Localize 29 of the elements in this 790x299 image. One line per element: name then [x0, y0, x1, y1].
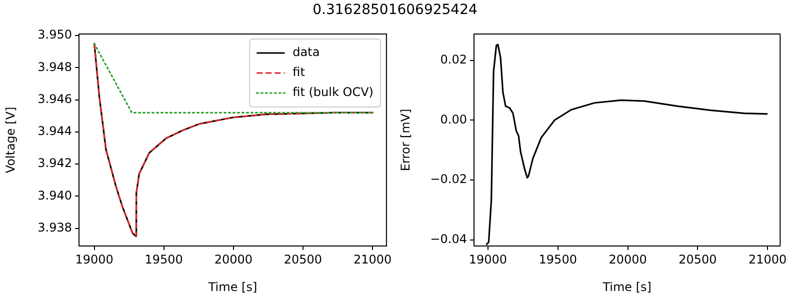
chart-title: 0.31628501606925424	[312, 1, 478, 20]
y-tick-label: 3.950	[38, 28, 72, 42]
x-tick-label: 20000	[608, 252, 647, 266]
y-tick-label: 0.02	[440, 52, 467, 66]
y-tick-label: 3.940	[38, 188, 72, 202]
y-tick-label: 3.938	[38, 220, 72, 234]
legend-label: data	[292, 45, 320, 60]
y-tick-label: 0.00	[440, 112, 467, 126]
x-tick-label: 20500	[678, 252, 717, 266]
x-axis-title: Time [s]	[207, 280, 258, 294]
y-tick-label: 3.942	[38, 156, 72, 170]
y-axis-title: Voltage [V]	[3, 106, 18, 174]
y-tick-label: −0.04	[430, 232, 467, 246]
x-tick-label: 20500	[284, 252, 322, 266]
x-tick-label: 21000	[353, 252, 392, 266]
legend-label: fit (bulk OCV)	[292, 85, 374, 100]
x-tick-label: 19000	[468, 252, 508, 266]
x-axis-title: Time [s]	[602, 280, 652, 294]
x-tick-label: 19500	[538, 252, 577, 266]
legend-label: fit	[292, 65, 306, 80]
x-tick-label: 19500	[144, 252, 183, 266]
x-tick-label: 19000	[75, 252, 114, 266]
y-tick-label: 3.946	[38, 92, 72, 106]
x-tick-label: 20000	[214, 252, 253, 266]
x-tick-label: 21000	[748, 252, 787, 266]
y-tick-label: −0.02	[430, 172, 467, 186]
y-axis-title: Error [mV]	[398, 108, 412, 172]
y-tick-label: 3.944	[38, 124, 72, 138]
y-tick-label: 3.948	[38, 60, 72, 74]
